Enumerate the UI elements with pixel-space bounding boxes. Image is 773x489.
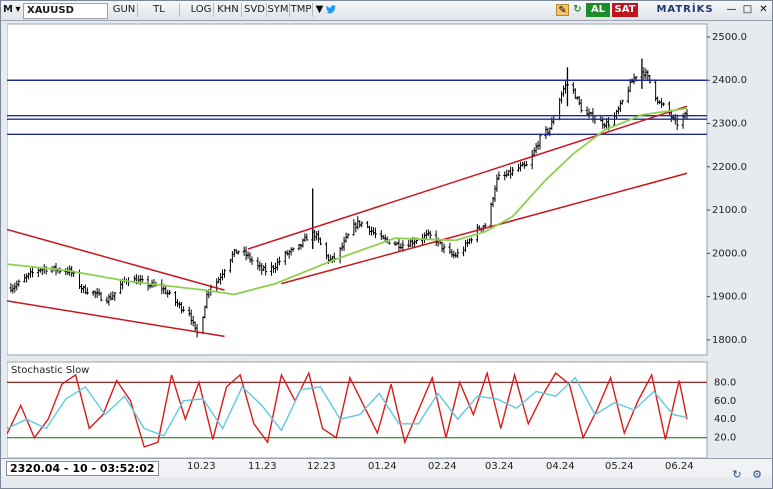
x-tick-label: 01.24 [368,461,397,472]
x-tick-label: 11.23 [248,461,277,472]
x-tick-label: 02.24 [428,461,457,472]
x-tick-label: 06.24 [665,461,694,472]
chart-canvas[interactable]: 1800.0 1900.0 2000.0 2100.0 2200.0 2300.0 2400… [7,21,769,458]
brand-logo: MATRİKS [656,4,714,15]
stochastic-k-line [7,370,688,448]
trend-line [247,105,688,250]
minimize-icon[interactable]: — [726,4,737,15]
dropdown-icon[interactable]: ▾ [15,4,21,15]
trend-line [7,228,225,291]
sell-button[interactable]: SAT [612,3,638,17]
period-gun-button[interactable]: GUN [111,3,138,17]
edit-icon[interactable]: ✎ [556,4,569,16]
chevron-down-icon[interactable]: ▼ [315,4,324,15]
stochastic-tick-label: 80.0 [714,377,736,388]
price-tick-label: 2400.0 [712,75,747,86]
stochastic-d-line [7,376,688,437]
twitter-icon[interactable] [324,4,337,16]
trend-line [281,172,688,285]
tmp-button[interactable]: TMP [290,3,313,17]
khn-button[interactable]: KHN [215,3,242,17]
sym-button[interactable]: SYM [267,3,290,17]
price-tick-label: 2200.0 [712,162,747,173]
maximize-icon[interactable]: □ [742,4,753,15]
price-tick-label: 2000.0 [712,248,747,259]
x-tick-label: 10.23 [187,461,216,472]
refresh-icon[interactable]: ↻ [573,4,582,15]
stochastic-tick-label: 40.0 [714,414,736,425]
svd-button[interactable]: SVD [243,3,267,17]
price-tick-label: 2500.0 [712,32,747,43]
price-tick-label: 2300.0 [712,119,747,130]
sync-icon[interactable]: ↻ [732,468,742,481]
price-tick-label: 1800.0 [712,335,747,346]
currency-tl-button[interactable]: TL [139,3,180,17]
x-tick-label: 04.24 [546,461,575,472]
log-scale-button[interactable]: LOG [189,3,214,17]
menu-button[interactable]: M [3,4,13,15]
x-tick-label: 05.24 [605,461,634,472]
buy-button[interactable]: AL [586,3,610,17]
close-icon[interactable]: ✕ [759,4,768,15]
x-tick-label: 12.23 [307,461,336,472]
settings-icon[interactable]: ⚙ [752,468,762,481]
stochastic-tick-label: 60.0 [714,396,736,407]
toolbar: M ▾ XAUUSD GUN TL LOG KHN SVD SYM TMP ▼ … [1,1,772,21]
x-tick-label: 03.24 [485,461,514,472]
stochastic-panel [7,361,708,458]
crosshair-readout: 2320.04 - 10 - 03:52:02 [6,461,159,476]
price-tick-label: 1900.0 [712,292,747,303]
price-tick-label: 2100.0 [712,205,747,216]
trend-line [7,300,225,338]
stochastic-title: Stochastic Slow [11,365,89,376]
stochastic-tick-label: 20.0 [714,433,736,444]
symbol-field[interactable]: XAUUSD [23,3,108,19]
moving-average-line [7,107,688,296]
price-panel [7,23,708,356]
